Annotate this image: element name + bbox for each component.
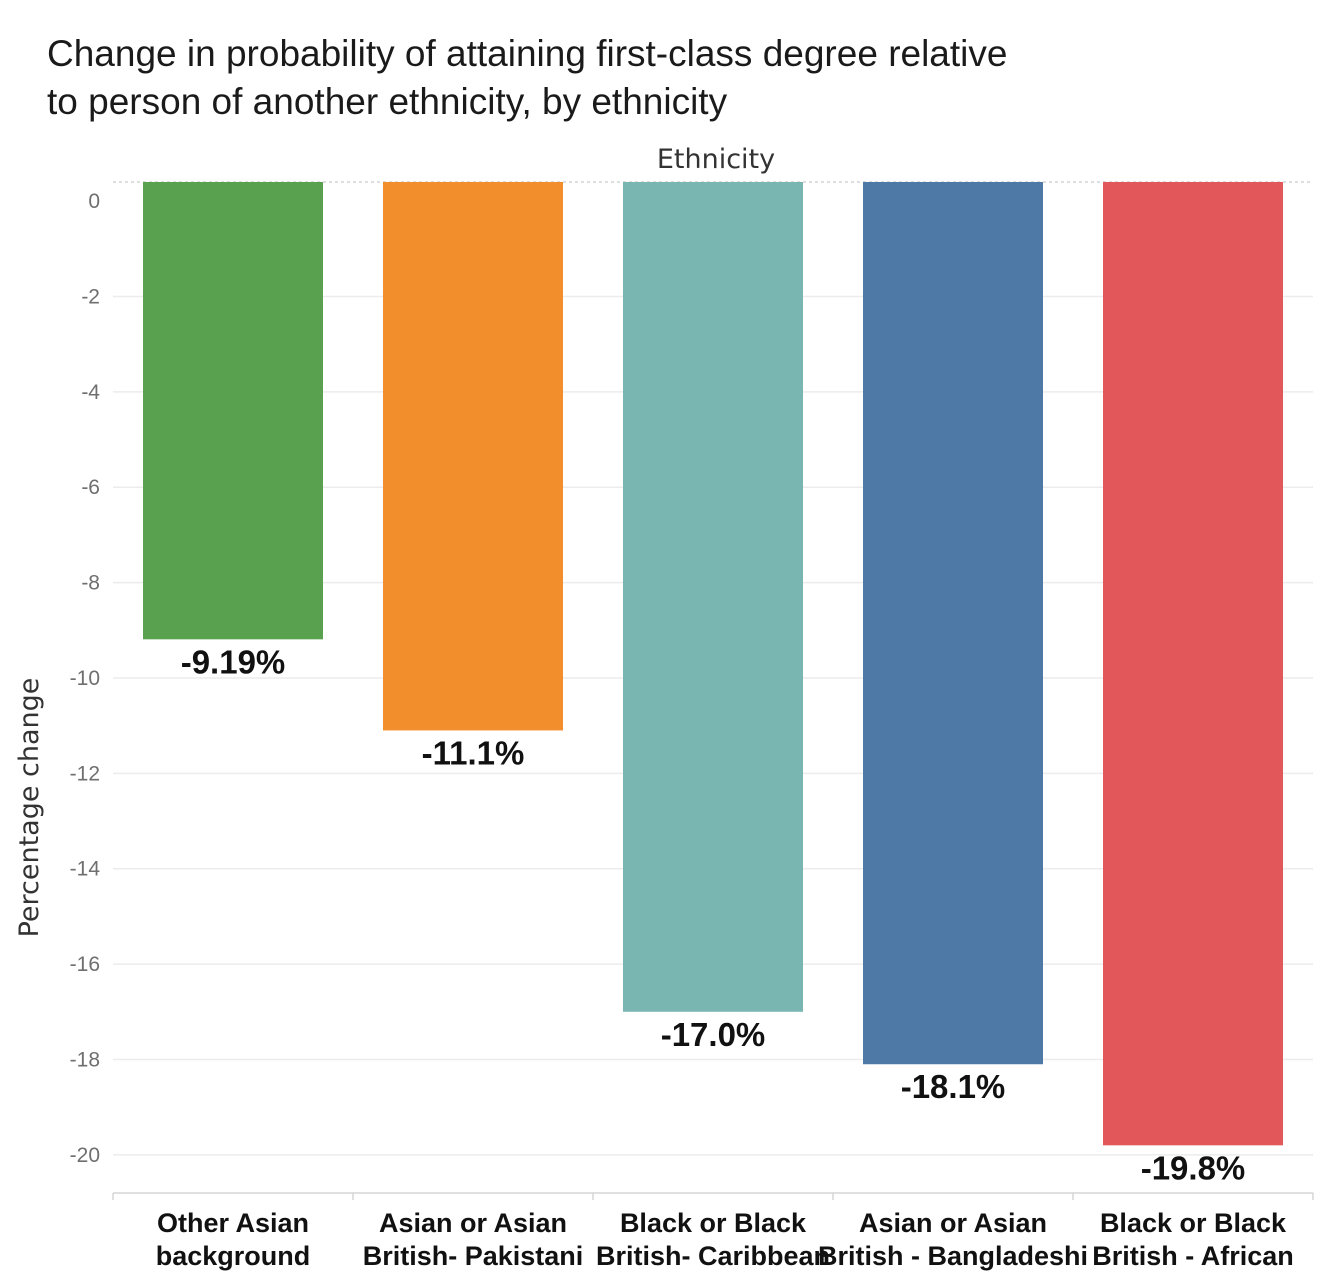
- x-category-label-line: Other Asian: [157, 1208, 309, 1238]
- data-label: -19.8%: [1141, 1149, 1246, 1186]
- x-category-label-line: Asian or Asian: [859, 1208, 1047, 1238]
- x-category-label-line: British - Bangladeshi: [818, 1241, 1088, 1271]
- y-tick-label: -16: [70, 953, 100, 976]
- x-category-label: Other Asian background: [156, 1208, 311, 1271]
- data-label: -9.19%: [181, 643, 286, 680]
- x-category-label-line: British - African: [1092, 1241, 1294, 1271]
- bar: [383, 182, 563, 731]
- data-label: -18.1%: [901, 1068, 1006, 1105]
- y-tick-label: -12: [70, 762, 100, 785]
- x-category-label: Asian or Asian British- Pakistani: [363, 1208, 584, 1271]
- bars: [143, 182, 1283, 1146]
- x-axis-header: Ethnicity: [657, 144, 775, 175]
- x-category-label-line: background: [156, 1241, 311, 1271]
- y-tick-label: -4: [81, 381, 100, 404]
- data-label: -17.0%: [661, 1016, 766, 1053]
- y-tick-label: -6: [81, 476, 100, 499]
- bar: [863, 182, 1043, 1065]
- x-category-label-line: Black or Black: [1100, 1208, 1287, 1238]
- y-tick-label: -20: [70, 1144, 100, 1167]
- x-category-label: Asian or Asian British - Bangladeshi: [818, 1208, 1088, 1271]
- bar: [623, 182, 803, 1012]
- x-category-label: Black or Black British - African: [1092, 1208, 1294, 1271]
- bar: [1103, 182, 1283, 1146]
- y-axis-label: Percentage change: [14, 678, 45, 938]
- chart-title-line-1: Change in probability of attaining first…: [47, 33, 1008, 74]
- x-category-label: Black or Black British- Caribbean: [596, 1208, 830, 1271]
- x-category-label-line: Black or Black: [620, 1208, 807, 1238]
- chart-title: Change in probability of attaining first…: [47, 30, 1287, 126]
- y-tick-label: -10: [70, 667, 100, 690]
- y-tick-label: -14: [70, 858, 101, 881]
- data-labels: -9.19% -11.1% -17.0% -18.1% -19.8%: [181, 643, 1246, 1186]
- y-axis-ticks: 0 -2 -4 -6 -8 -10 -12 -14 -16 -18 -20: [70, 190, 101, 1167]
- y-tick-label: -8: [81, 572, 100, 595]
- x-category-label-line: British- Caribbean: [596, 1241, 830, 1271]
- y-tick-label: 0: [88, 190, 100, 213]
- y-tick-label: -2: [81, 285, 100, 308]
- x-category-label-line: British- Pakistani: [363, 1241, 584, 1271]
- data-label: -11.1%: [422, 734, 525, 771]
- x-category-label-line: Asian or Asian: [379, 1208, 567, 1238]
- bar: [143, 182, 323, 640]
- chart-title-line-2: to person of another ethnicity, by ethni…: [47, 81, 728, 122]
- y-tick-label: -18: [70, 1048, 100, 1071]
